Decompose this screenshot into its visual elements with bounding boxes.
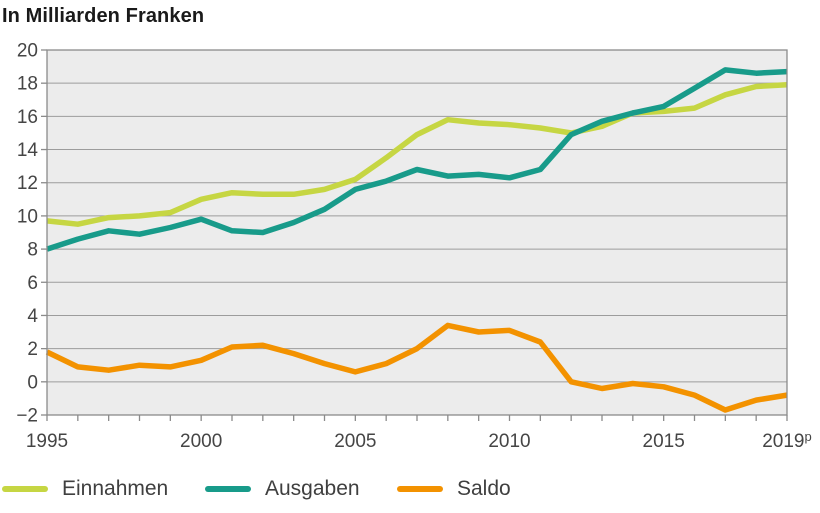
y-tick-label: 2 [27, 339, 38, 360]
saldo-color-swatch [397, 486, 443, 492]
x-axis-minor-ticks [46, 415, 788, 421]
ausgaben-line [46, 67, 788, 252]
saldo-line [45, 322, 788, 413]
y-tick-label: 16 [17, 107, 38, 128]
legend-label-saldo: Saldo [457, 477, 511, 500]
legend-item-einnahmen: Einnahmen [2, 477, 168, 501]
einnahmen-color-swatch [2, 486, 48, 492]
legend-label-einnahmen: Einnahmen [62, 477, 169, 500]
x-tick-label: 2010 [488, 431, 530, 452]
ausgaben-color-swatch [205, 486, 251, 492]
series-lines [45, 67, 788, 413]
legend-label-ausgaben: Ausgaben [265, 477, 360, 500]
einnahmen-line [46, 82, 788, 227]
y-tick-label: 4 [27, 306, 38, 327]
y-tick-label: 0 [27, 372, 38, 393]
legend-item-ausgaben: Ausgaben [205, 477, 360, 501]
x-axis-labels: 1995 2000 2005 2010 2015 2019p [26, 429, 812, 452]
x-tick-label: 2005 [334, 431, 376, 452]
x-tick-label: 1995 [26, 431, 68, 452]
y-tick-label: 14 [17, 140, 39, 161]
plot-border [46, 49, 788, 416]
y-tick-label: 8 [27, 240, 38, 261]
x-tick-label: 2015 [643, 431, 685, 452]
y-tick-label: 10 [17, 206, 38, 227]
y-tick-label: 12 [17, 173, 38, 194]
y-tick-label: 18 [17, 74, 38, 95]
x-tick-label: 2019p [762, 429, 812, 452]
y-tick-label: −2 [16, 406, 38, 427]
x-tick-label: 2000 [180, 431, 222, 452]
legend-item-saldo: Saldo [397, 477, 511, 501]
y-tick-label: 6 [27, 273, 38, 294]
y-tick-label: 20 [17, 41, 38, 62]
chart-title: In Milliarden Franken [2, 5, 205, 27]
